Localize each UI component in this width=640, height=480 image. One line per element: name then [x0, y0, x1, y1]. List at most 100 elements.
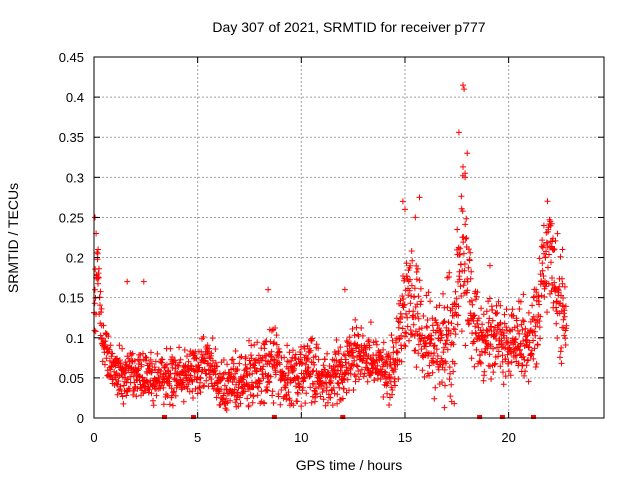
data-point	[114, 391, 121, 398]
data-point	[323, 384, 330, 391]
data-point	[221, 382, 228, 389]
data-point	[554, 230, 561, 237]
data-point	[441, 404, 448, 411]
data-point	[307, 347, 314, 354]
data-point	[471, 338, 478, 345]
gap-marker	[161, 415, 167, 419]
data-point	[99, 335, 106, 342]
data-point	[115, 387, 122, 394]
data-point	[456, 276, 463, 283]
data-point	[305, 364, 312, 371]
data-point	[163, 361, 170, 368]
data-point	[457, 245, 464, 252]
data-point	[107, 366, 114, 373]
x-tick-label: 10	[294, 430, 308, 445]
data-point	[208, 350, 215, 357]
data-point	[368, 370, 375, 377]
data-point	[300, 384, 306, 391]
data-point	[330, 384, 337, 391]
data-point	[388, 374, 394, 381]
data-point	[320, 385, 327, 392]
data-point	[394, 349, 401, 356]
data-point	[266, 360, 273, 367]
data-point	[122, 359, 129, 366]
data-point	[555, 289, 562, 296]
data-point	[462, 221, 469, 228]
data-point	[491, 361, 498, 368]
data-point	[410, 308, 417, 315]
data-point	[532, 364, 539, 370]
data-point	[495, 298, 502, 305]
data-point	[414, 265, 421, 272]
data-point	[522, 325, 529, 332]
data-point	[543, 248, 549, 255]
data-point	[334, 400, 341, 407]
data-point	[305, 355, 311, 362]
data-point	[388, 332, 395, 339]
data-point	[517, 298, 524, 305]
data-point	[401, 301, 408, 308]
data-point	[197, 389, 204, 396]
data-point	[471, 363, 478, 370]
data-point	[471, 312, 478, 319]
data-point	[539, 237, 546, 244]
data-point	[301, 374, 308, 381]
data-point	[150, 397, 156, 404]
data-point	[415, 315, 422, 322]
data-point	[180, 398, 187, 405]
data-point	[350, 353, 357, 359]
data-point	[522, 368, 529, 375]
data-point	[98, 305, 105, 312]
y-tick-label: 0.05	[59, 371, 84, 386]
data-point	[298, 403, 305, 410]
data-point	[400, 296, 407, 303]
data-point	[122, 374, 129, 381]
data-point	[459, 208, 466, 215]
data-point	[313, 390, 320, 397]
data-point	[118, 390, 125, 397]
data-point	[386, 374, 393, 381]
data-point	[464, 287, 471, 294]
data-point	[519, 317, 526, 324]
data-point	[451, 360, 458, 367]
data-point	[223, 395, 230, 402]
gap-marker	[271, 415, 277, 419]
data-point	[478, 305, 485, 312]
data-point	[554, 335, 561, 341]
data-point	[204, 349, 211, 355]
data-point	[516, 306, 523, 312]
data-point	[347, 370, 354, 377]
data-point	[535, 293, 542, 300]
gap-marker	[340, 415, 346, 419]
data-point	[193, 355, 200, 362]
data-point	[176, 344, 183, 351]
data-point	[447, 330, 454, 337]
data-point	[284, 342, 291, 349]
data-point	[404, 323, 411, 330]
data-point	[414, 310, 421, 317]
data-point	[102, 338, 109, 345]
data-point	[384, 390, 391, 397]
data-point	[138, 361, 145, 368]
data-point	[409, 257, 416, 264]
data-point	[513, 352, 520, 359]
data-point	[441, 344, 447, 351]
data-point	[427, 298, 434, 305]
data-point	[175, 363, 182, 370]
data-point	[389, 337, 396, 344]
data-point	[559, 280, 566, 287]
data-point	[344, 376, 351, 383]
data-point	[486, 295, 493, 302]
data-point	[544, 198, 551, 205]
data-point	[324, 399, 331, 406]
data-point	[244, 395, 251, 402]
data-point	[399, 293, 406, 299]
data-point	[464, 150, 471, 157]
data-point	[103, 355, 110, 362]
data-point	[520, 291, 527, 298]
data-point	[418, 298, 425, 305]
data-point	[561, 283, 568, 290]
data-point	[559, 246, 566, 253]
data-point	[255, 384, 262, 391]
data-point	[359, 332, 366, 339]
